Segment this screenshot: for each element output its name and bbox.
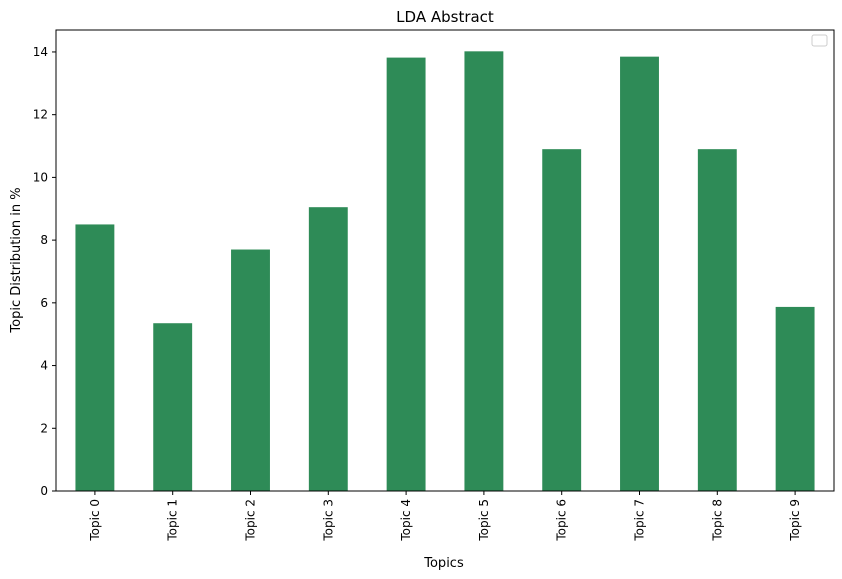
x-tick-label: Topic 0 — [88, 499, 102, 542]
y-tick-label: 2 — [40, 421, 48, 435]
y-tick-label: 6 — [40, 296, 48, 310]
y-axis-label: Topic Distribution in % — [9, 187, 24, 333]
bar — [153, 323, 193, 491]
bar — [542, 149, 582, 491]
legend-box — [811, 34, 828, 47]
y-tick-label: 4 — [40, 359, 48, 373]
x-tick-label: Topic 1 — [166, 499, 180, 542]
x-tick-label: Topic 8 — [710, 499, 724, 542]
y-tick-label: 10 — [33, 170, 48, 184]
x-tick-label: Topic 6 — [555, 499, 569, 542]
x-tick-label: Topic 9 — [788, 499, 802, 542]
bar — [620, 56, 659, 491]
x-tick-label: Topic 2 — [244, 499, 258, 542]
bar — [775, 306, 815, 491]
bar — [308, 207, 348, 491]
y-tick-label: 14 — [33, 45, 48, 59]
x-tick-label: Topic 7 — [633, 499, 647, 542]
chart-title: LDA Abstract — [396, 8, 494, 26]
x-axis-label: Topics — [423, 556, 464, 571]
bar — [231, 249, 270, 491]
y-tick-label: 8 — [40, 233, 48, 247]
x-tick-label: Topic 4 — [399, 499, 413, 542]
plot-area: Topic 0 Topic 1 Topic 2 Topic 3 Topic 4 Topic… — [33, 29, 835, 542]
x-tick-label: Topic 3 — [321, 499, 335, 542]
plot-frame — [55, 29, 835, 492]
bar — [75, 224, 115, 492]
y-tick-label: 12 — [33, 108, 48, 122]
bar — [386, 57, 426, 491]
bar — [697, 149, 737, 491]
y-tick-label: 0 — [40, 484, 48, 498]
x-tick-label: Topic 5 — [477, 499, 491, 542]
bar — [464, 51, 504, 492]
